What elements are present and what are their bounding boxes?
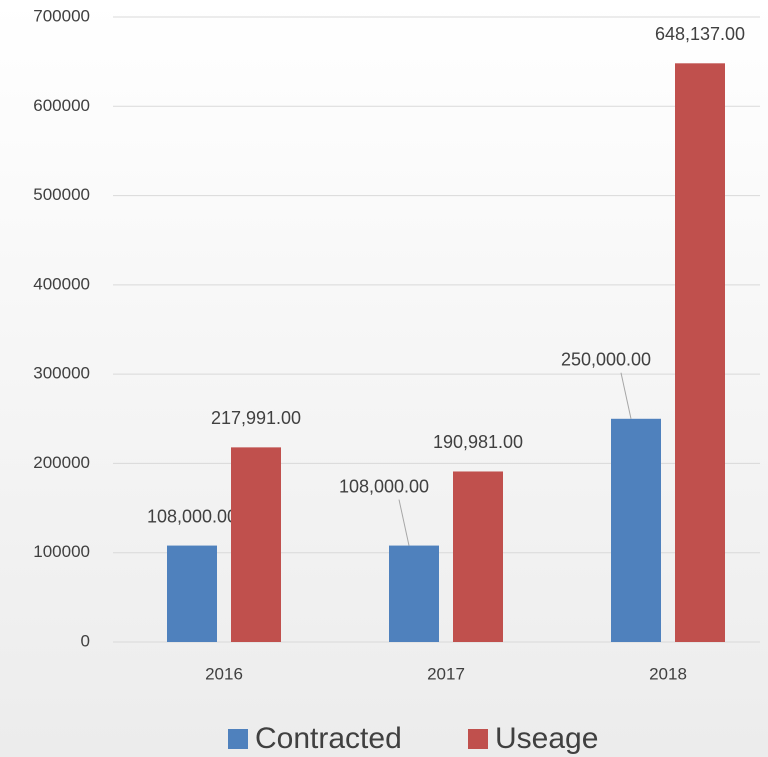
- y-tick-label: 600000: [33, 96, 90, 115]
- x-tick-label: 2018: [649, 664, 687, 683]
- legend-label: Contracted: [255, 722, 402, 755]
- x-tick-label: 2016: [205, 664, 243, 683]
- data-label: 108,000.00: [147, 506, 237, 526]
- data-label: 648,137.00: [655, 24, 745, 44]
- bar: [167, 545, 217, 642]
- y-tick-label: 400000: [33, 274, 90, 293]
- data-label: 108,000.00: [339, 476, 429, 496]
- leader-line: [620, 372, 632, 419]
- leader-line: [398, 499, 410, 546]
- bar: [675, 63, 725, 642]
- legend-swatch: [468, 729, 488, 749]
- y-tick-label: 700000: [33, 6, 90, 25]
- y-tick-label: 500000: [33, 185, 90, 204]
- bar: [389, 545, 439, 642]
- bar: [453, 471, 503, 642]
- data-label: 190,981.00: [433, 432, 523, 452]
- y-tick-label: 100000: [33, 542, 90, 561]
- data-label: 250,000.00: [561, 350, 651, 370]
- x-tick-label: 2017: [427, 664, 465, 683]
- y-tick-label: 0: [81, 631, 90, 650]
- y-tick-label: 200000: [33, 453, 90, 472]
- bar: [611, 418, 661, 642]
- y-tick-label: 300000: [33, 364, 90, 383]
- data-label: 217,991.00: [211, 408, 301, 428]
- bar: [231, 447, 281, 642]
- legend-swatch: [228, 729, 248, 749]
- legend-label: Useage: [495, 722, 598, 755]
